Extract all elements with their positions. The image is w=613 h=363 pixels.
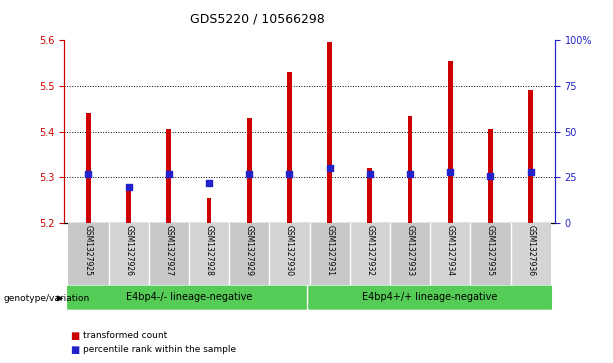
Text: GSM1327933: GSM1327933 (406, 225, 414, 276)
Bar (229, 223, 269, 285)
Text: transformed count: transformed count (83, 331, 167, 340)
Text: GDS5220 / 10566298: GDS5220 / 10566298 (190, 13, 325, 26)
Text: GSM1327925: GSM1327925 (84, 225, 93, 276)
FancyBboxPatch shape (66, 285, 311, 310)
Bar (470, 223, 511, 285)
Text: GSM1327932: GSM1327932 (365, 225, 375, 276)
Text: GSM1327931: GSM1327931 (325, 225, 334, 276)
Point (245, 171, 254, 177)
Point (164, 171, 173, 177)
Text: E4bp4-/- lineage-negative: E4bp4-/- lineage-negative (126, 292, 252, 302)
Bar (528, 90, 533, 223)
Text: E4bp4+/+ lineage-negative: E4bp4+/+ lineage-negative (362, 292, 498, 302)
Text: GSM1327930: GSM1327930 (285, 225, 294, 276)
Text: GSM1327934: GSM1327934 (446, 225, 455, 276)
Point (284, 171, 294, 177)
Point (124, 184, 134, 189)
Bar (247, 118, 252, 223)
Text: genotype/variation: genotype/variation (3, 294, 89, 303)
Text: GSM1327928: GSM1327928 (205, 225, 213, 276)
Text: GSM1327929: GSM1327929 (245, 225, 254, 276)
Text: GSM1327926: GSM1327926 (124, 225, 133, 276)
Text: GSM1327935: GSM1327935 (486, 225, 495, 276)
Bar (149, 223, 189, 285)
Bar (350, 223, 390, 285)
Point (365, 171, 375, 177)
Bar (430, 223, 470, 285)
Point (83, 171, 93, 177)
Bar (488, 129, 493, 223)
Bar (189, 223, 229, 285)
Point (526, 169, 536, 175)
Bar (126, 184, 131, 223)
Bar (69, 223, 109, 285)
Bar (327, 42, 332, 223)
Bar (511, 223, 550, 285)
Text: GSM1327927: GSM1327927 (164, 225, 173, 276)
Bar (408, 115, 413, 223)
Bar (86, 113, 91, 223)
Bar (390, 223, 430, 285)
Bar (310, 223, 350, 285)
Point (204, 180, 214, 186)
Text: ■: ■ (70, 331, 80, 341)
Bar (109, 223, 149, 285)
Point (325, 165, 335, 171)
Bar (167, 129, 171, 223)
Point (485, 173, 495, 179)
Bar (367, 168, 372, 223)
Text: GSM1327936: GSM1327936 (526, 225, 535, 276)
Bar (287, 72, 292, 223)
Point (405, 171, 415, 177)
Bar (448, 61, 452, 223)
Text: percentile rank within the sample: percentile rank within the sample (83, 345, 236, 354)
Point (446, 169, 455, 175)
FancyBboxPatch shape (308, 285, 553, 310)
Bar (207, 198, 211, 223)
Bar (269, 223, 310, 285)
Text: ■: ■ (70, 344, 80, 355)
